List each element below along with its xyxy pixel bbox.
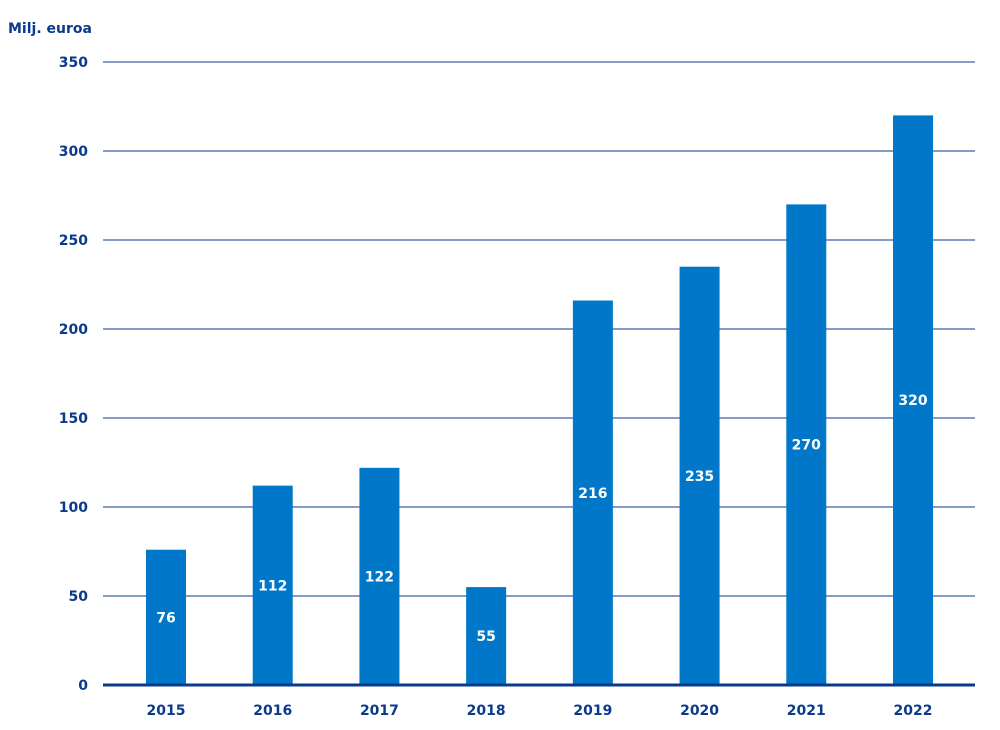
bar <box>786 204 827 685</box>
y-tick-label: 350 <box>59 55 88 71</box>
y-tick-label: 50 <box>69 589 89 605</box>
bar-data-label: 76 <box>156 610 175 626</box>
x-tick-label: 2017 <box>360 703 399 719</box>
x-tick-label: 2018 <box>467 703 506 719</box>
y-tick-label: 0 <box>78 678 88 694</box>
bar <box>679 266 720 685</box>
y-tick-label: 250 <box>59 233 88 249</box>
x-tick-label: 2019 <box>573 703 612 719</box>
bar <box>359 467 400 685</box>
gridlines <box>103 61 975 597</box>
x-tick-label: 2015 <box>147 703 186 719</box>
y-tick-label: 100 <box>59 500 88 516</box>
bar-data-label: 122 <box>365 569 394 585</box>
bar <box>572 300 613 685</box>
y-tick-labels: 0 50 100 150 200 250 300 350 <box>59 55 88 694</box>
y-tick-label: 150 <box>59 411 88 427</box>
y-tick-label: 200 <box>59 322 88 338</box>
bar-data-label: 55 <box>476 629 495 645</box>
y-axis-title: Milj. euroa <box>8 21 92 37</box>
bar-data-labels: 76 112 122 55 216 235 270 320 <box>156 393 928 645</box>
x-tick-label: 2021 <box>787 703 826 719</box>
bar <box>146 549 186 685</box>
bar-data-label: 216 <box>578 486 607 502</box>
bar-data-label: 270 <box>792 438 821 454</box>
y-tick-label: 300 <box>59 144 88 160</box>
bar <box>893 115 933 685</box>
bar-data-label: 112 <box>258 578 287 594</box>
bar-data-label: 320 <box>898 393 927 409</box>
x-tick-label: 2022 <box>894 703 933 719</box>
bars <box>146 115 933 685</box>
bar <box>252 485 293 685</box>
bar <box>466 587 507 685</box>
x-tick-label: 2020 <box>680 703 719 719</box>
x-tick-label: 2016 <box>253 703 292 719</box>
x-tick-labels: 2015 2016 2017 2018 2019 2020 2021 2022 <box>147 703 933 719</box>
bar-data-label: 235 <box>685 469 714 485</box>
